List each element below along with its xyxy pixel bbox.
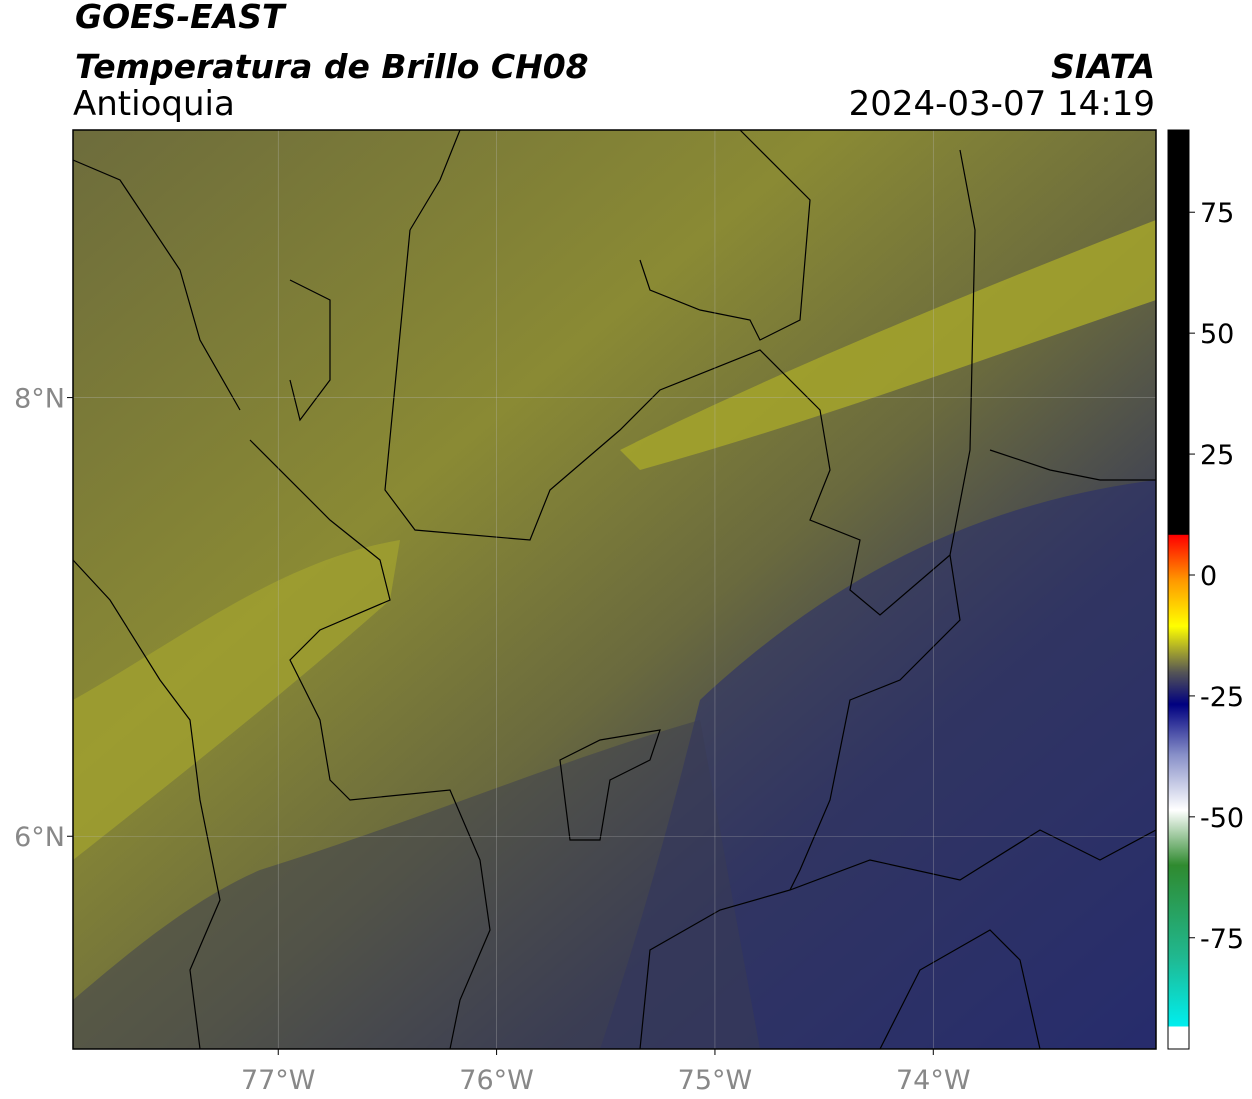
region: Antioquia (73, 84, 235, 124)
x-tick-label: 75°W (678, 1065, 753, 1096)
colorbar-tick-label: -50 (1200, 803, 1244, 834)
subtitle: Temperatura de Brillo CH08 (75, 47, 589, 86)
map-field (73, 130, 1156, 1049)
source: SIATA (1051, 47, 1155, 86)
warm-band (620, 220, 1156, 470)
cold-region (73, 720, 760, 1049)
timestamp: 2024-03-07 14:19 (849, 84, 1155, 124)
colorbar (1167, 129, 1190, 1050)
borders (73, 130, 1156, 1049)
colorbar-tick-label: 25 (1200, 440, 1234, 471)
cold-region (600, 480, 1156, 1049)
x-tick-label: 77°W (241, 1065, 316, 1096)
colorbar-tick-label: 0 (1200, 561, 1217, 592)
warm-band (73, 540, 400, 860)
y-tick-label: 8°N (14, 384, 65, 415)
title: GOES-EAST (75, 0, 287, 36)
colorbar-tick-label: -25 (1200, 682, 1244, 713)
ticks: 77°W 76°W 75°W 74°W 6°N 8°N 75 50 25 0 -25 -50 -75 (14, 130, 1244, 1096)
y-tick-label: 6°N (14, 822, 65, 853)
colorbar-tick-label: 50 (1200, 319, 1234, 350)
x-tick-label: 74°W (896, 1065, 971, 1096)
colorbar-tick-label: 75 (1200, 198, 1234, 229)
map-frame (72, 129, 1157, 1050)
x-tick-label: 76°W (459, 1065, 534, 1096)
colorbar-tick-label: -75 (1200, 924, 1244, 955)
